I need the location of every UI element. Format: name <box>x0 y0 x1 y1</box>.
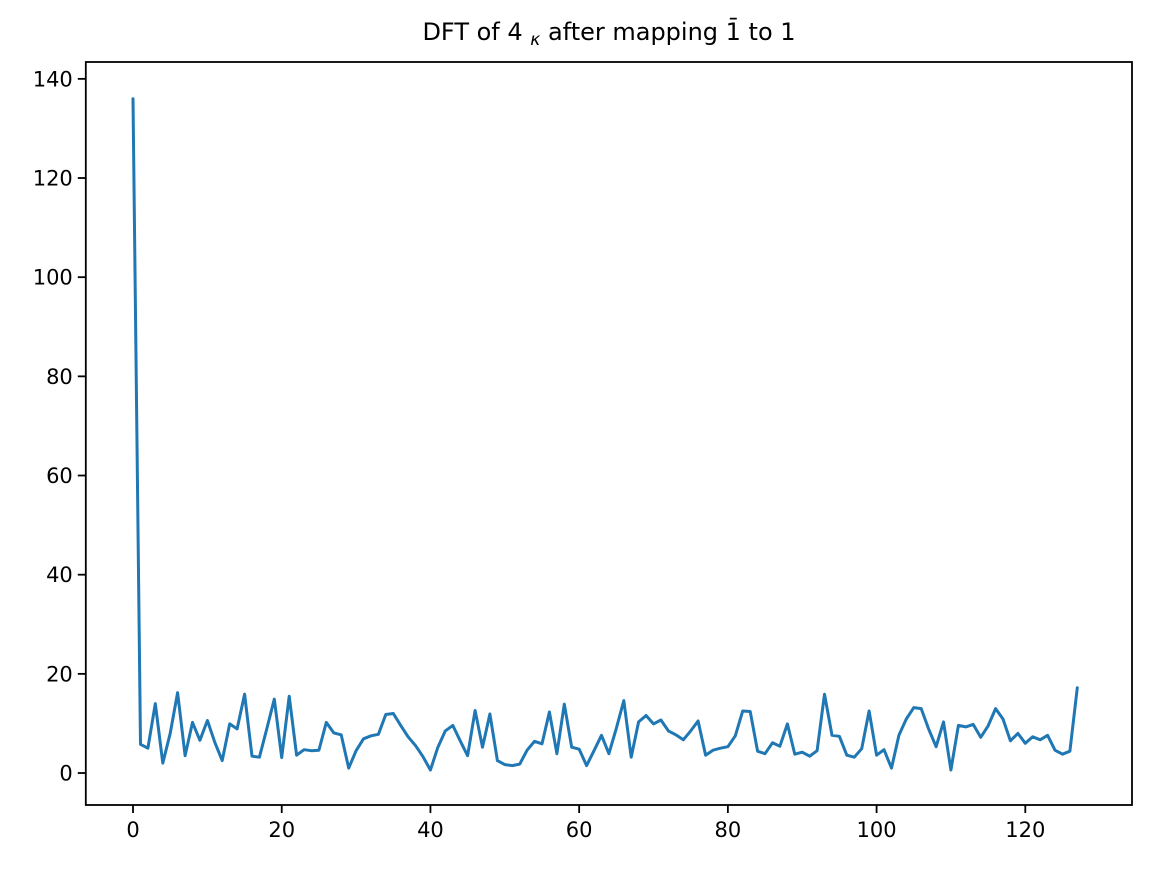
y-tick-label: 60 <box>46 464 73 488</box>
x-tick-label: 80 <box>715 818 742 842</box>
chart-title: DFT of 4 κ after mapping 1̄ to 1 <box>422 17 795 51</box>
chart-title-prefix: DFT of 4 <box>422 18 522 46</box>
y-tick-label: 140 <box>33 67 73 91</box>
y-tick-label: 40 <box>46 563 73 587</box>
x-tick-label: 40 <box>417 818 444 842</box>
x-tick-label: 20 <box>268 818 295 842</box>
y-tick-label: 80 <box>46 365 73 389</box>
plot-area-frame <box>84 61 1133 806</box>
y-tick-label: 0 <box>59 762 72 786</box>
y-tick-label: 100 <box>33 266 73 290</box>
chart-title-subscript: κ <box>530 30 540 50</box>
y-tick-label: 20 <box>46 662 73 686</box>
x-tick-label: 60 <box>566 818 593 842</box>
chart-title-suffix: after mapping 1̄ to 1 <box>548 17 796 46</box>
y-tick-label: 120 <box>33 167 73 191</box>
y-axis: 0 20 40 60 80 100 120 140 <box>33 67 86 786</box>
dft-magnitude-series-line <box>131 97 1079 772</box>
x-tick-label: 0 <box>126 818 139 842</box>
x-tick-label: 100 <box>857 818 897 842</box>
x-tick-label: 120 <box>1005 818 1045 842</box>
x-axis: 0 20 40 60 80 100 120 <box>126 805 1045 842</box>
